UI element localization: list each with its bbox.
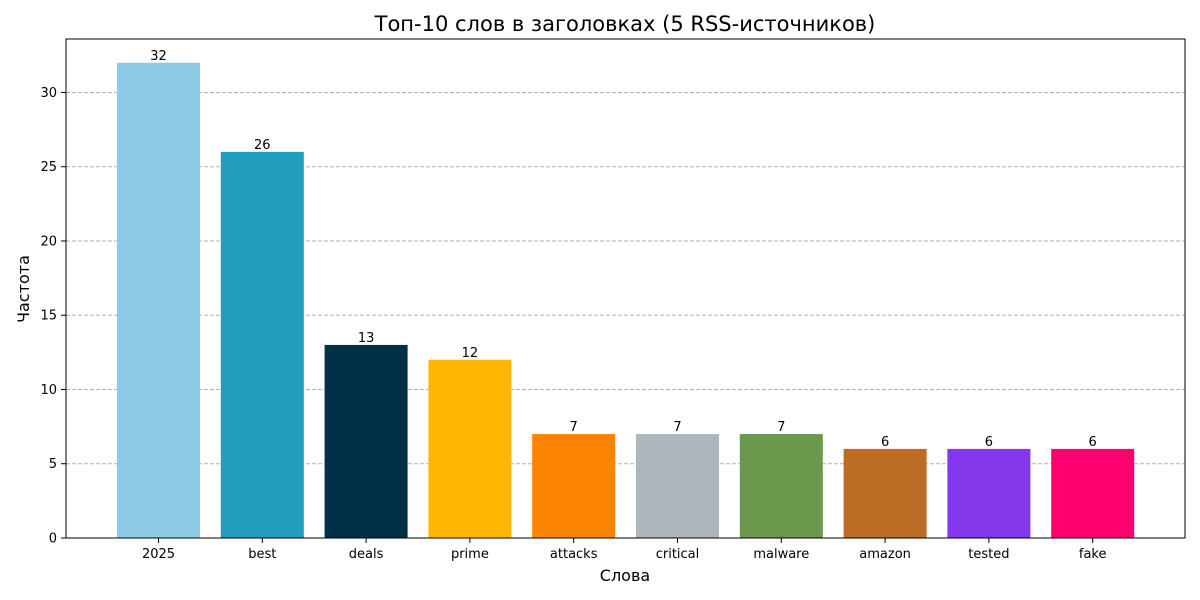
data-label-attacks: 7 (570, 420, 578, 435)
data-label-best: 26 (254, 138, 271, 153)
data-labels: 32 26 13 12 7 7 7 6 6 6 (150, 49, 1097, 450)
x-tick-label-2025: 2025 (142, 547, 175, 562)
x-tick-label-critical: critical (656, 547, 700, 562)
y-tick-label: 20 (40, 234, 57, 249)
y-tick-label: 30 (40, 86, 57, 101)
data-label-amazon: 6 (881, 435, 889, 450)
bar-attacks (532, 434, 616, 538)
x-axis-title: Слова (600, 566, 650, 585)
y-tick-label: 10 (40, 383, 57, 398)
data-label-malware: 7 (777, 420, 785, 435)
bar-best (220, 151, 304, 538)
bar-2025 (117, 62, 200, 539)
bar-prime (428, 359, 512, 538)
y-tick-label: 5 (49, 457, 57, 472)
chart-title: Топ-10 слов в заголовках (5 RSS-источник… (374, 12, 876, 36)
x-tick-label-prime: prime (451, 547, 489, 562)
bar-fake (1051, 448, 1135, 538)
data-label-prime: 12 (462, 346, 479, 361)
y-tick-label: 25 (40, 160, 57, 175)
x-tick-label-tested: tested (968, 547, 1009, 562)
x-tick-label-best: best (248, 547, 276, 562)
data-label-tested: 6 (985, 435, 993, 450)
data-label-critical: 7 (673, 420, 681, 435)
x-tick-label-fake: fake (1079, 547, 1107, 562)
x-axis-ticks: 2025 best deals prime attacks critical malware… (142, 538, 1107, 562)
bar-tested (947, 448, 1031, 538)
data-label-deals: 13 (358, 331, 375, 346)
x-tick-label-deals: deals (349, 547, 384, 562)
data-label-2025: 32 (150, 49, 167, 64)
data-label-fake: 6 (1089, 435, 1097, 450)
bar-deals (324, 344, 408, 538)
bar-amazon (843, 448, 927, 538)
bar-malware (739, 434, 823, 538)
y-tick-label: 0 (49, 532, 57, 547)
x-tick-label-attacks: attacks (550, 547, 598, 562)
plot-frame (65, 38, 1186, 539)
bar-critical (636, 434, 719, 538)
y-tick-label: 15 (40, 309, 57, 324)
y-axis-title: Частота (14, 255, 33, 323)
x-tick-label-amazon: amazon (859, 547, 911, 562)
y-axis-ticks: 0 5 10 15 20 25 30 (40, 86, 66, 547)
bars (117, 62, 1135, 539)
x-tick-label-malware: malware (753, 547, 809, 562)
